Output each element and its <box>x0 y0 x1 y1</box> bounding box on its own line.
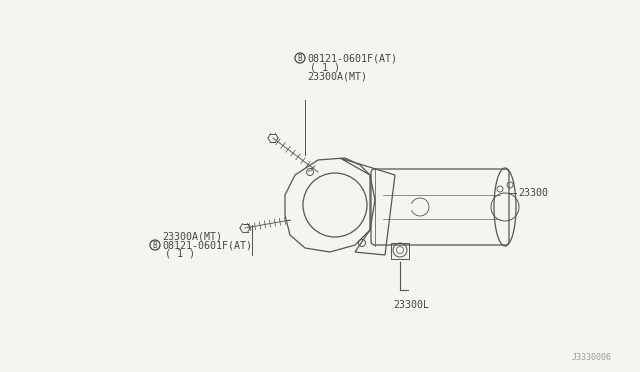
Text: ( 1 ): ( 1 ) <box>310 62 340 72</box>
Text: ( 1 ): ( 1 ) <box>165 249 195 259</box>
Text: 08121-0601F(AT): 08121-0601F(AT) <box>307 53 397 63</box>
Text: J3330006: J3330006 <box>572 353 612 362</box>
Text: 23300: 23300 <box>518 188 548 198</box>
Text: 08121-0601F(AT): 08121-0601F(AT) <box>162 240 252 250</box>
Text: B: B <box>298 54 302 62</box>
Text: 23300L: 23300L <box>393 300 429 310</box>
Text: 23300A(MT): 23300A(MT) <box>162 231 222 241</box>
Text: B: B <box>153 241 157 250</box>
Text: 23300A(MT): 23300A(MT) <box>307 71 367 81</box>
